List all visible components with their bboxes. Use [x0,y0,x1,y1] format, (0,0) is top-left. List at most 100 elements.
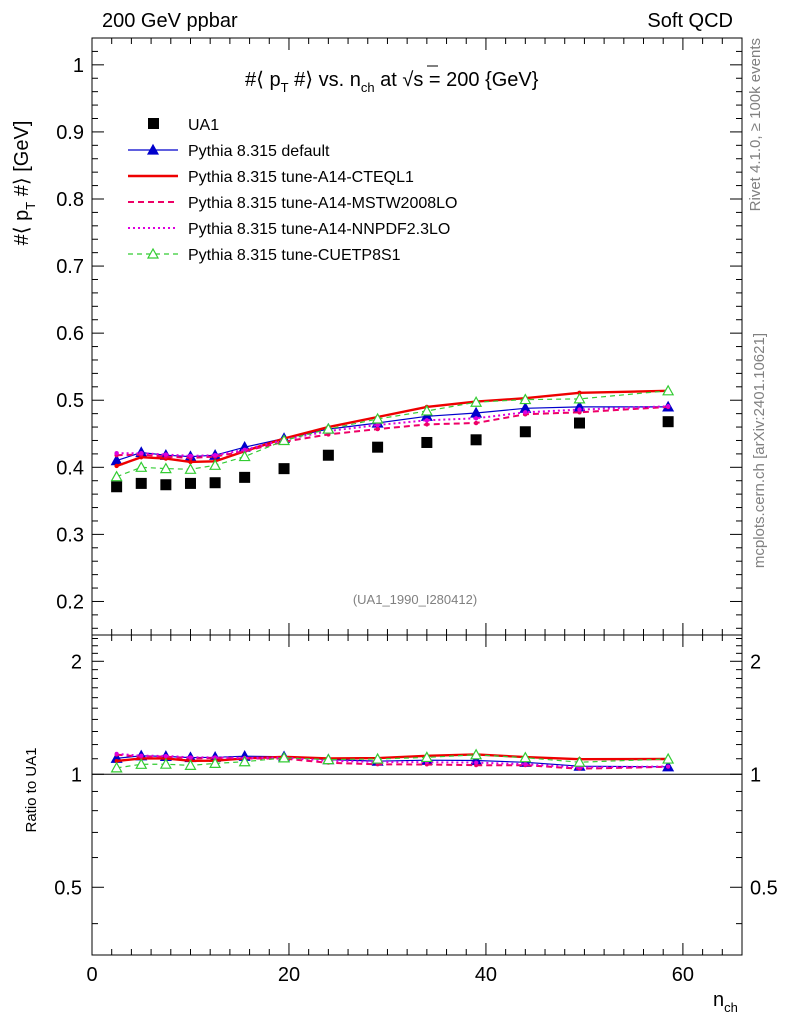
ua1-data-point [278,463,290,475]
legend-entry-label: UA1 [188,117,219,134]
cuetp8s1-triangle-marker [420,404,433,416]
ratio-point [474,760,479,765]
ratio-point [139,753,144,758]
ratio-cuetp8s1-marker [238,755,251,767]
main-y-tick-label: 0.6 [56,323,84,345]
x-tick-label: 40 [475,964,497,986]
ratio-line-pythia-8-315-tune-a14-cteql1 [116,753,669,763]
series-point [163,452,169,457]
ua1-data-point [239,471,251,483]
cuetp8s1-triangle-marker [322,422,335,434]
legend-entry-label: Pythia 8.315 tune-A14-NNPDF2.3LO [188,221,450,238]
ratio-cuetp8s1-marker [209,757,222,769]
legend-entry-label: Pythia 8.315 tune-A14-MSTW2008LO [188,195,457,212]
series-point [114,451,119,456]
legend-cuetp8s1-marker [146,247,160,259]
ratio-cuetp8s1-marker [278,751,291,763]
main-y-tick-label: 0.4 [56,457,84,479]
ratio-cuetp8s1-marker [470,748,483,760]
rivet-label: Rivet 4.1.0, ≥ 100k events [747,38,764,211]
ua1-data-point [111,481,123,493]
series-line-pythia-8-315-tune-a14-cteql1 [116,389,669,468]
ratio-series [110,748,675,773]
ratio-point [114,758,119,763]
ua1-data-point [372,441,384,453]
ratio-cuetp8s1-marker [371,752,384,764]
ua1-data-point [574,417,585,429]
cuetp8s1-triangle-marker [278,434,291,446]
cuetp8s1-triangle-marker [110,470,123,482]
series-point [577,407,582,412]
ratio-point [163,753,168,758]
series-point [375,422,380,428]
ua1-data-point [662,416,674,428]
main-x-ticks [91,38,743,635]
ratio-y-ticks: 0.5 0.5 1 1 2 2 [54,638,778,925]
x-tick-label: 60 [672,964,694,986]
cuetp8s1-triangle-marker [573,392,586,404]
series-point [188,459,193,465]
main-series [110,384,675,493]
ua1-data-point [184,477,196,489]
series-line-pythia-8-315-tune-cuetp8s1 [116,390,669,478]
ratio-y-tick-label: 0.5 [54,877,82,899]
main-y-tick-label: 0.5 [56,390,84,412]
main-y-tick-label: 0.7 [56,256,84,278]
x-axis-label: nch [713,989,738,1015]
ua1-data-point [470,434,482,446]
ratio-y-label: Ratio to UA1 [23,747,40,832]
ratio-point [523,762,528,767]
legend-entry-label: Pythia 8.315 tune-A14-CTEQL1 [188,169,414,186]
series-point [212,453,218,458]
ratio-panel: 0.5 0.5 1 1 2 2 0 20 40 60 Ratio to UA1 [23,634,778,986]
main-y-tick-label: 1 [73,55,84,77]
ua1-data-point [209,477,221,489]
ratio-cuetp8s1-marker [573,755,586,767]
cuetp8s1-triangle-marker [135,461,148,472]
series-point [424,422,430,427]
cuetp8s1-triangle-marker [184,463,197,474]
legend-entry-label: Pythia 8.315 tune-CUETP8S1 [188,247,401,264]
mcplots-label: mcplots.cern.ch [arXiv:2401.10621] [751,333,768,568]
ratio-y-tick-label: 1 [71,764,82,786]
series-line-pythia-8-315-tune-a14-nnpdf2-3lo [116,405,669,457]
ratio-y-tick-label-right: 2 [750,651,761,673]
series-line-pythia-8-315-tune-a14-mstw2008lo [116,405,669,459]
cuetp8s1-triangle-marker [159,462,172,474]
ratio-frame [91,634,743,956]
ratio-point [666,764,671,769]
legend-default-marker [146,143,160,155]
series-point [375,426,380,432]
series-point [473,420,479,426]
ua1-data-point [160,479,172,491]
series-point [242,447,247,453]
main-y-ticks: 0.2 0.3 0.4 0.5 0.6 0.7 0.8 0.9 1 [56,50,742,629]
series-point [424,418,430,423]
cuetp8s1-triangle-marker [209,459,222,470]
legend-ua1-marker [148,118,159,129]
main-y-tick-label: 0.2 [56,591,84,613]
ratio-y-tick-label: 2 [71,651,82,673]
ratio-cuetp8s1-marker [184,759,197,770]
main-panel: 0.2 0.3 0.4 0.5 0.6 0.7 0.8 0.9 1 #⟨ pT #⟩ vs. n… [11,37,743,636]
cuetp8s1-triangle-marker [519,393,532,405]
ua1-data-point [135,477,147,489]
main-y-label: #⟨ pT #⟩ [GeV] [11,121,38,246]
header-right-label: Soft QCD [647,10,733,32]
plot-title: #⟨ pT #⟩ vs. nch at √s = 200 {GeV} [245,69,539,95]
ratio-x-ticks: 0 20 40 60 [86,635,743,986]
main-y-tick-label: 0.8 [56,189,84,211]
ratio-cuetp8s1-marker [110,761,123,773]
ratio-point [114,751,119,756]
header-left-label: 200 GeV ppbar [102,10,238,32]
ua1-data-point [519,426,531,438]
ratio-y-tick-label-right: 1 [750,764,761,786]
series-point [665,404,671,409]
x-tick-label: 20 [278,964,300,986]
ratio-cuetp8s1-marker [322,753,335,765]
ratio-cuetp8s1-marker [159,757,172,769]
ratio-point [188,755,193,760]
cuetp8s1-triangle-marker [371,412,384,424]
legend: UA1 Pythia 8.315 default Pythia 8.315 tune… [128,117,457,264]
